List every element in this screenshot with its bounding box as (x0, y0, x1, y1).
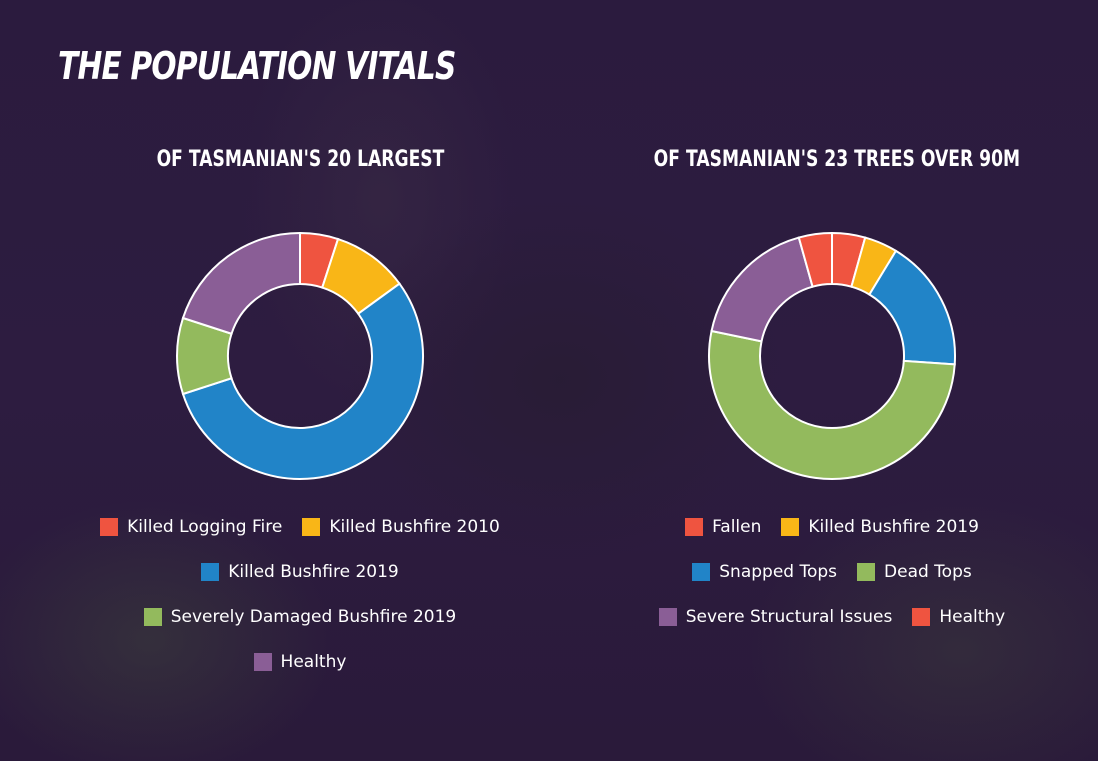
legend-item-severe-structural-issues[interactable]: Severe Structural Issues (658, 606, 893, 627)
chart-legend: Killed Logging Fire Killed Bushfire 2010 K… (70, 504, 530, 684)
legend-item-severely-damaged-bushfire-2019[interactable]: Severely Damaged Bushfire 2019 (143, 606, 457, 627)
donut-svg (708, 231, 956, 480)
legend-item-healthy[interactable]: Healthy (253, 651, 347, 672)
legend-item-killed-bushfire-2019[interactable]: Killed Bushfire 2019 (781, 517, 979, 537)
legend-swatch (685, 517, 704, 536)
legend-item-fallen[interactable]: Fallen (685, 517, 761, 537)
legend-row: Snapped Tops Dead Tops (602, 549, 1062, 594)
legend-swatch (100, 517, 119, 536)
donut-slice-dead-tops[interactable] (708, 329, 956, 480)
legend-swatch (253, 652, 272, 671)
legend-item-killed-bushfire-2010[interactable]: Killed Bushfire 2010 (302, 517, 500, 537)
legend-item-killed-bushfire-2019[interactable]: Killed Bushfire 2019 (201, 562, 399, 582)
legend-swatch (302, 517, 321, 536)
legend-label: Killed Bushfire 2019 (808, 516, 979, 537)
legend-item-dead-tops[interactable]: Dead Tops (857, 562, 972, 582)
legend-item-killed-logging-fire[interactable]: Killed Logging Fire (100, 517, 282, 537)
legend-label: Fallen (712, 516, 762, 537)
legend-item-snapped-tops[interactable]: Snapped Tops (692, 562, 837, 582)
legend-swatch (143, 607, 162, 626)
donut-slice-healthy[interactable] (181, 231, 301, 336)
donut-chart-tall-trees: OF TASMANIAN'S 23 TREES OVER 90M Fallen K… (602, 140, 1062, 700)
donut-slice-killed-bushfire-2019[interactable] (181, 282, 424, 480)
legend-swatch (201, 562, 220, 581)
legend-swatch (912, 607, 931, 626)
legend-row: Fallen Killed Bushfire 2019 (602, 504, 1062, 549)
legend-swatch (658, 607, 677, 626)
legend-row: Killed Bushfire 2019 (70, 549, 530, 594)
donut-svg (176, 231, 424, 480)
chart-title: OF TASMANIAN'S 20 LARGEST (156, 147, 444, 172)
legend-swatch (781, 517, 800, 536)
legend-swatch (692, 562, 711, 581)
legend-row: Severely Damaged Bushfire 2019 (70, 594, 530, 639)
donut-slice-healthy[interactable] (797, 231, 833, 288)
legend-item-healthy[interactable]: Healthy (912, 607, 1005, 627)
chart-title: OF TASMANIAN'S 23 TREES OVER 90M (653, 147, 1021, 172)
legend-label: Killed Bushfire 2010 (329, 516, 500, 537)
legend-row: Killed Logging Fire Killed Bushfire 2010 (70, 504, 530, 549)
chart-legend: Fallen Killed Bushfire 2019 Snapped Tops De… (602, 504, 1062, 639)
legend-label: Healthy (280, 651, 347, 672)
legend-row: Severe Structural Issues Healthy (602, 594, 1062, 639)
legend-label: Killed Bushfire 2019 (228, 561, 399, 582)
donut-chart-largest-trees: OF TASMANIAN'S 20 LARGEST Killed Logging… (70, 140, 530, 700)
legend-label: Dead Tops (884, 561, 972, 582)
legend-label: Healthy (939, 606, 1006, 627)
page-title: THE POPULATION VITALS (58, 44, 456, 88)
legend-row: Healthy (70, 639, 530, 684)
legend-swatch (857, 562, 876, 581)
legend-label: Severely Damaged Bushfire 2019 (170, 606, 457, 627)
legend-label: Severe Structural Issues (685, 606, 893, 627)
legend-label: Killed Logging Fire (127, 516, 283, 537)
legend-label: Snapped Tops (719, 561, 838, 582)
donut-slice-severe-structural-issues[interactable] (710, 236, 814, 343)
